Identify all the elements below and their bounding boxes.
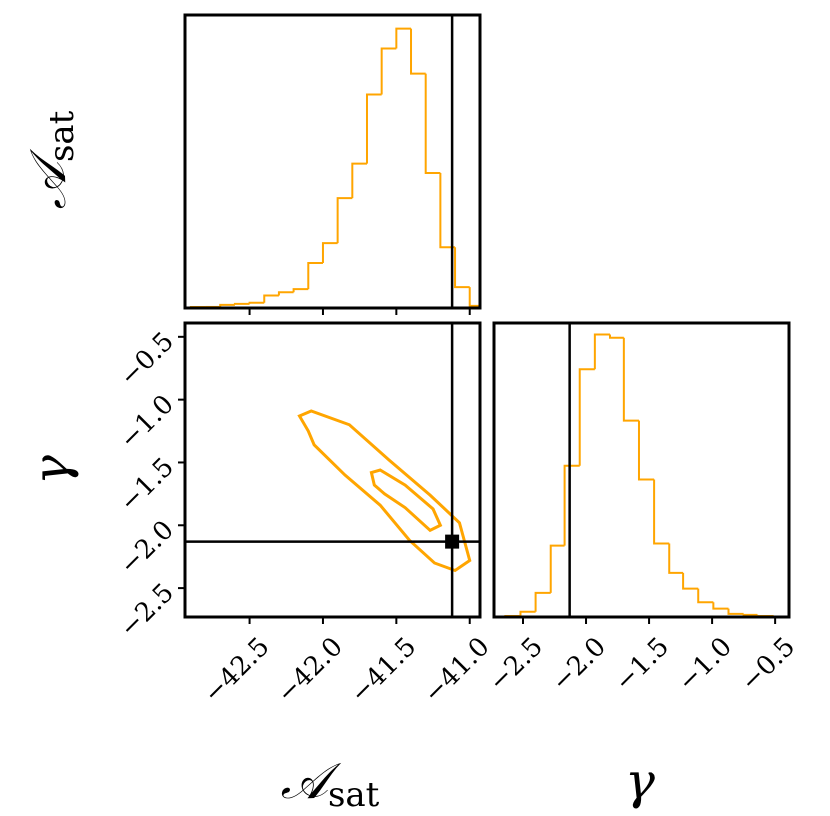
y-axis-label: 𝒜sat	[19, 110, 82, 209]
histogram-bin	[424, 73, 441, 175]
histogram-bin	[668, 543, 684, 574]
histogram-bin	[534, 591, 551, 612]
y-axis-label: γ	[22, 455, 80, 485]
x-tick-label: −2.5	[483, 632, 549, 698]
histogram-bin	[321, 242, 338, 264]
y-tick-label: −0.5	[114, 327, 180, 393]
x-tick-label: −1.0	[672, 632, 738, 698]
x-axis-label-subscript: sat	[328, 775, 380, 815]
panel-frame	[183, 321, 482, 619]
y-tick-label: −1.5	[114, 452, 180, 518]
histogram-bin	[292, 288, 309, 293]
histogram-bin	[307, 262, 323, 290]
x-tick-label: −42.0	[271, 632, 349, 710]
panel-content	[185, 323, 480, 617]
histogram-bin	[277, 291, 294, 296]
x-tick-label: −0.5	[735, 632, 801, 698]
histogram-bin	[563, 464, 580, 546]
histogram-bin	[712, 602, 729, 610]
truth-point	[445, 534, 460, 549]
histogram-bin	[410, 28, 426, 75]
histogram-bin	[697, 588, 714, 604]
histogram-bin	[742, 613, 758, 616]
histogram-bin	[578, 368, 595, 466]
x-tick-label: −41.5	[345, 632, 423, 710]
x-tick-label: −42.5	[198, 632, 276, 710]
x-tick-label: −2.0	[546, 632, 612, 698]
histogram-bin	[248, 301, 265, 304]
panel-frame	[492, 321, 791, 619]
y-tick-label: −2.0	[114, 515, 180, 581]
histogram-bin	[727, 608, 744, 615]
y-tick-label: −1.0	[114, 389, 180, 455]
y-tick-label: −2.5	[114, 578, 180, 644]
x-tick-label: −41.0	[418, 632, 496, 710]
panel-frame	[183, 13, 482, 310]
x-axis-label-symbol: γ	[625, 752, 655, 810]
histogram-bin	[454, 247, 470, 289]
histogram-bin	[219, 303, 235, 307]
y-axis-label-subscript: sat	[42, 110, 82, 162]
histogram-bin	[439, 173, 456, 249]
histogram-bin	[549, 544, 565, 593]
histogram-bin	[637, 420, 655, 481]
histogram-bin	[380, 47, 397, 95]
y-axis-label-symbol: γ	[22, 455, 80, 485]
histogram-bin	[593, 333, 610, 370]
histogram-bin	[351, 162, 367, 199]
histogram-bin	[519, 610, 536, 616]
x-tick-label: −1.5	[609, 632, 675, 698]
histogram-bin	[336, 197, 353, 244]
histogram-bin	[233, 302, 250, 305]
contour-line	[297, 409, 472, 573]
histogram-bin	[365, 93, 382, 164]
histogram-bin	[395, 27, 412, 49]
histogram-bin	[263, 294, 279, 303]
histogram-bin	[468, 287, 480, 307]
panel-content	[189, 15, 480, 308]
histogram-bin	[608, 334, 624, 339]
histogram-bin	[682, 572, 699, 590]
histogram-bin	[622, 337, 639, 422]
panel-content	[504, 323, 774, 617]
contour-line	[369, 468, 443, 533]
histogram-bin	[653, 479, 670, 545]
x-axis-label: 𝒜sat	[281, 752, 380, 815]
x-axis-label: γ	[625, 752, 655, 810]
